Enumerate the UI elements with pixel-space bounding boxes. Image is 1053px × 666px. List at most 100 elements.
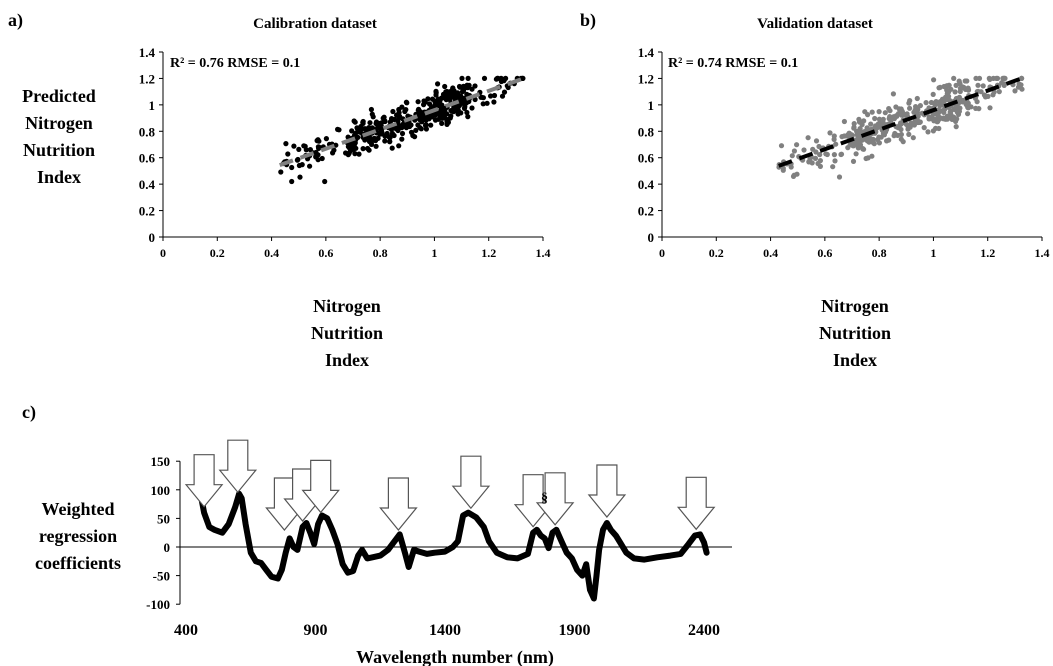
data-point <box>987 105 993 111</box>
data-point <box>844 133 850 139</box>
data-point <box>956 108 963 114</box>
data-point <box>930 91 936 97</box>
data-point <box>871 141 877 147</box>
x-tick-label: 0.2 <box>709 246 724 260</box>
y-tick-label: 0.8 <box>638 124 655 139</box>
data-point <box>360 146 366 152</box>
data-point <box>389 117 395 123</box>
data-point <box>891 116 898 122</box>
data-point <box>355 134 361 140</box>
coefficients-xlabel: Wavelength number (nm) <box>356 647 554 666</box>
data-point <box>395 118 401 124</box>
data-point <box>374 125 381 131</box>
data-point <box>915 113 921 119</box>
data-point <box>319 155 325 162</box>
data-point <box>839 134 845 140</box>
data-point <box>930 128 937 134</box>
data-point <box>410 132 416 139</box>
x-tick-label: 1400 <box>429 622 461 639</box>
data-point <box>289 178 295 185</box>
coefficients-ylabel: coefficients <box>35 553 121 573</box>
data-point <box>906 131 912 137</box>
data-point <box>915 119 921 126</box>
data-point <box>465 75 471 81</box>
data-point <box>845 145 851 151</box>
data-point <box>953 118 959 124</box>
trend-line <box>279 76 525 168</box>
data-point <box>1001 75 1007 81</box>
data-point <box>978 89 984 95</box>
validation-chart: Validation dataset R² = 0.74 RMSE = 0.1 … <box>638 16 1050 370</box>
data-point <box>915 106 921 113</box>
x-tick-label: 0.4 <box>264 246 279 260</box>
x-tick-label: 900 <box>304 622 328 639</box>
data-point <box>893 104 899 110</box>
calibration-xlabel: Nitrogen <box>313 296 381 316</box>
x-tick-label: 0.6 <box>318 246 333 260</box>
data-point <box>397 123 403 129</box>
x-tick-label: 2400 <box>688 622 720 639</box>
data-point <box>981 92 988 98</box>
data-point <box>976 106 982 112</box>
data-point <box>959 85 965 91</box>
validation-xlabel: Index <box>833 350 877 370</box>
down-arrow-icon <box>451 455 491 510</box>
data-point <box>323 136 329 142</box>
x-tick-label: 1.2 <box>980 246 995 260</box>
data-point <box>951 75 957 81</box>
data-point <box>965 85 971 91</box>
y-tick-label: 0.6 <box>139 151 156 166</box>
data-point <box>307 163 313 169</box>
data-point <box>428 122 434 128</box>
data-point <box>499 93 506 99</box>
y-tick-label: 50 <box>157 511 170 526</box>
data-point <box>443 97 449 103</box>
data-point <box>447 115 453 121</box>
x-tick-label: 0 <box>659 246 665 260</box>
x-tick-label: 1 <box>431 246 437 260</box>
data-point <box>882 110 888 116</box>
data-point <box>1018 82 1024 88</box>
data-point <box>363 126 369 132</box>
data-point <box>352 145 358 151</box>
data-point <box>812 155 819 161</box>
y-tick-label: 0.4 <box>139 177 156 192</box>
data-point <box>459 75 465 81</box>
calibration-xlabel: Nutrition <box>311 323 383 343</box>
data-point <box>503 75 509 81</box>
data-point <box>831 152 838 158</box>
data-point <box>419 119 425 125</box>
data-point <box>936 85 942 91</box>
data-point <box>362 137 368 143</box>
data-point <box>417 110 423 116</box>
data-point <box>923 100 929 106</box>
data-point <box>291 143 297 149</box>
x-tick-label: 1.4 <box>536 246 551 260</box>
data-point <box>404 100 410 106</box>
data-point <box>391 132 397 139</box>
data-point <box>439 95 445 101</box>
data-point <box>457 84 463 90</box>
down-arrow-icon <box>379 477 418 531</box>
data-point <box>472 83 478 89</box>
data-point <box>817 158 824 164</box>
data-point <box>851 121 857 127</box>
data-point <box>296 162 302 169</box>
data-point <box>778 143 785 149</box>
data-point <box>407 123 413 130</box>
calibration-ylabel: Nutrition <box>23 140 95 160</box>
data-point <box>403 107 409 113</box>
data-point <box>836 174 843 180</box>
x-tick-label: 0.2 <box>210 246 225 260</box>
calibration-annotation: R² = 0.76 RMSE = 0.1 <box>170 56 300 71</box>
data-point <box>399 104 405 110</box>
data-point <box>347 146 353 152</box>
data-point <box>1012 88 1018 94</box>
data-point <box>462 104 468 110</box>
data-point <box>960 99 966 105</box>
data-point <box>813 138 820 144</box>
y-tick-label: 0 <box>149 230 156 245</box>
data-point <box>943 84 949 90</box>
data-point <box>917 103 924 109</box>
data-point <box>498 78 504 85</box>
